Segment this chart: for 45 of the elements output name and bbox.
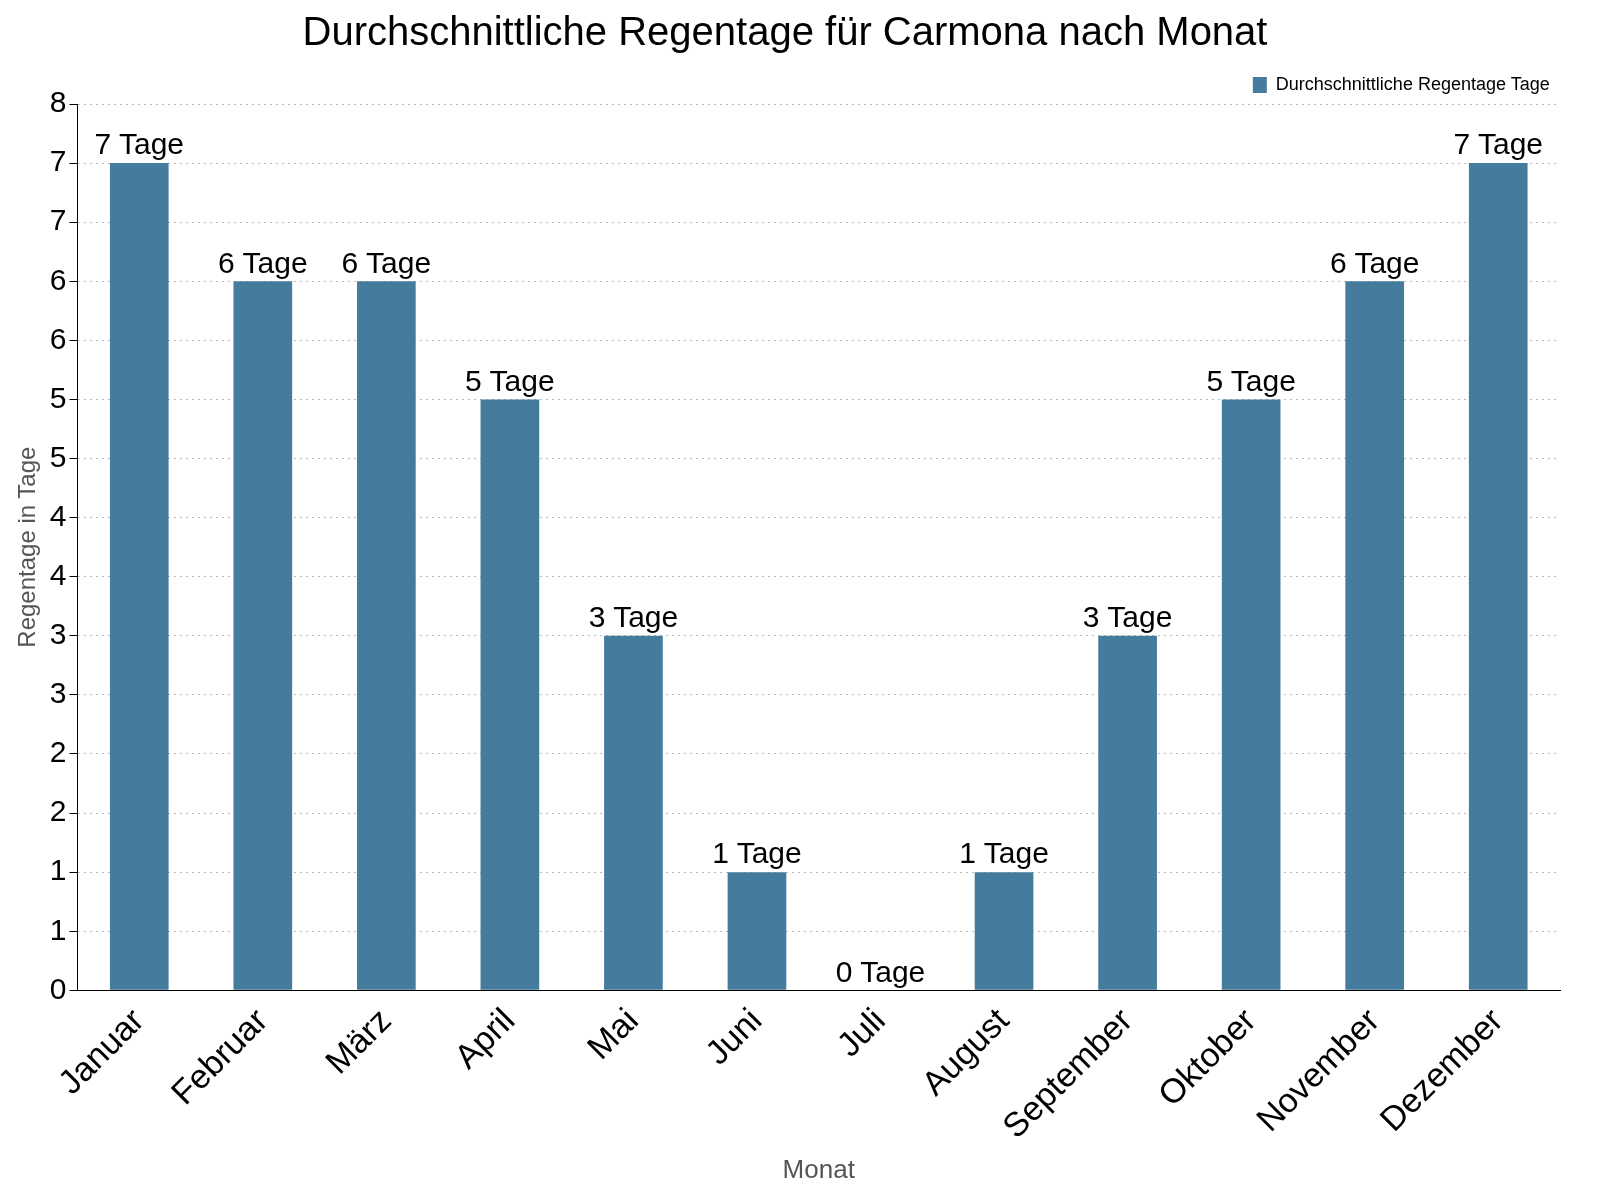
data-label: 7 Tage — [1453, 127, 1543, 161]
data-label: 6 Tage — [218, 245, 308, 279]
bar — [604, 635, 663, 990]
y-tick-label: 4 — [49, 557, 67, 591]
data-label: 6 Tage — [341, 245, 432, 279]
bar — [974, 872, 1034, 990]
y-tick-label: 5 — [49, 380, 67, 414]
x-axis-title: Monat — [782, 1153, 856, 1184]
data-label: 1 Tage — [712, 836, 802, 870]
x-tick-label: Juli — [829, 1000, 893, 1064]
y-tick-label: 2 — [49, 794, 67, 828]
legend-label: Durchschnittliche Regentage Tage — [1275, 73, 1550, 94]
y-tick-label: 7 — [49, 203, 67, 237]
y-tick-label: 8 — [49, 85, 67, 119]
bar — [1221, 399, 1281, 990]
data-label: 7 Tage — [94, 127, 185, 161]
bar — [1468, 163, 1528, 990]
bar — [233, 281, 293, 990]
data-label: 5 Tage — [465, 363, 555, 397]
data-label: 3 Tage — [1082, 600, 1173, 634]
y-axis-title: Regentage in Tage — [13, 446, 41, 648]
y-tick-label: 6 — [49, 262, 67, 296]
chart-title: Durchschnittliche Regentage für Carmona nach Monat — [302, 9, 1268, 54]
y-tick-label: 1 — [49, 912, 67, 946]
data-label: 6 Tage — [1329, 245, 1420, 279]
x-tick-label: Mai — [579, 1000, 646, 1067]
bar — [357, 281, 416, 990]
bar — [1098, 635, 1157, 990]
data-label: 3 Tage — [588, 600, 679, 634]
data-label: 5 Tage — [1206, 363, 1296, 397]
y-tick-label: 4 — [49, 498, 67, 532]
y-tick-label: 6 — [49, 321, 67, 355]
y-tick-label: 2 — [49, 735, 67, 769]
y-tick-label: 3 — [49, 676, 67, 710]
bar — [727, 872, 787, 990]
y-tick-label: 1 — [49, 853, 67, 887]
y-tick-label: 0 — [49, 971, 67, 1005]
y-tick-label: 7 — [49, 144, 67, 178]
y-tick-label: 5 — [49, 439, 67, 473]
data-label: 1 Tage — [959, 836, 1049, 870]
bar — [109, 163, 169, 990]
bar — [1345, 281, 1405, 990]
data-label: 0 Tage — [835, 954, 926, 988]
y-tick-label: 3 — [49, 617, 67, 651]
bar — [480, 399, 540, 990]
